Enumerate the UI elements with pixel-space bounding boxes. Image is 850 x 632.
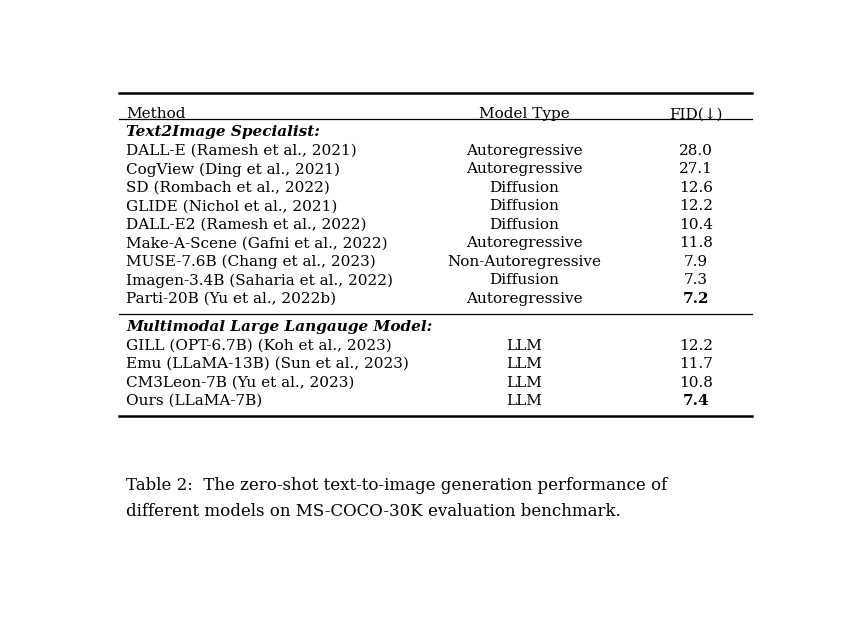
Text: 12.2: 12.2 xyxy=(679,200,713,214)
Text: 7.2: 7.2 xyxy=(683,292,709,306)
Text: CM3Leon-7B (Yu et al., 2023): CM3Leon-7B (Yu et al., 2023) xyxy=(126,375,354,389)
Text: CogView (Ding et al., 2021): CogView (Ding et al., 2021) xyxy=(126,162,340,177)
Text: 7.9: 7.9 xyxy=(683,255,708,269)
Text: 10.8: 10.8 xyxy=(679,375,713,389)
Text: Diffusion: Diffusion xyxy=(490,181,559,195)
Text: Autoregressive: Autoregressive xyxy=(467,162,583,176)
Text: 27.1: 27.1 xyxy=(679,162,713,176)
Text: Diffusion: Diffusion xyxy=(490,200,559,214)
Text: 11.7: 11.7 xyxy=(679,357,713,371)
Text: Diffusion: Diffusion xyxy=(490,274,559,288)
Text: LLM: LLM xyxy=(507,375,542,389)
Text: DALL-E (Ramesh et al., 2021): DALL-E (Ramesh et al., 2021) xyxy=(126,144,357,158)
Text: Imagen-3.4B (Saharia et al., 2022): Imagen-3.4B (Saharia et al., 2022) xyxy=(126,274,393,288)
Text: GILL (OPT-6.7B) (Koh et al., 2023): GILL (OPT-6.7B) (Koh et al., 2023) xyxy=(126,339,392,353)
Text: 28.0: 28.0 xyxy=(679,144,713,158)
Text: 12.2: 12.2 xyxy=(679,339,713,353)
Text: Multimodal Large Langauge Model:: Multimodal Large Langauge Model: xyxy=(126,320,433,334)
Text: 7.4: 7.4 xyxy=(683,394,709,408)
Text: LLM: LLM xyxy=(507,394,542,408)
Text: Method: Method xyxy=(126,107,185,121)
Text: Non-Autoregressive: Non-Autoregressive xyxy=(448,255,602,269)
Text: Make-A-Scene (Gafni et al., 2022): Make-A-Scene (Gafni et al., 2022) xyxy=(126,236,388,250)
Text: 12.6: 12.6 xyxy=(679,181,713,195)
Text: FID(↓): FID(↓) xyxy=(669,107,722,121)
Text: Emu (LLaMA-13B) (Sun et al., 2023): Emu (LLaMA-13B) (Sun et al., 2023) xyxy=(126,357,409,371)
Text: Autoregressive: Autoregressive xyxy=(467,144,583,158)
Text: Autoregressive: Autoregressive xyxy=(467,236,583,250)
Text: Autoregressive: Autoregressive xyxy=(467,292,583,306)
Text: LLM: LLM xyxy=(507,357,542,371)
Text: Parti-20B (Yu et al., 2022b): Parti-20B (Yu et al., 2022b) xyxy=(126,292,336,306)
Text: LLM: LLM xyxy=(507,339,542,353)
Text: MUSE-7.6B (Chang et al., 2023): MUSE-7.6B (Chang et al., 2023) xyxy=(126,255,376,269)
Text: 11.8: 11.8 xyxy=(679,236,713,250)
Text: GLIDE (Nichol et al., 2021): GLIDE (Nichol et al., 2021) xyxy=(126,200,337,214)
Text: Table 2:  The zero-shot text-to-image generation performance of: Table 2: The zero-shot text-to-image gen… xyxy=(126,477,667,494)
Text: Model Type: Model Type xyxy=(479,107,570,121)
Text: 10.4: 10.4 xyxy=(679,218,713,232)
Text: DALL-E2 (Ramesh et al., 2022): DALL-E2 (Ramesh et al., 2022) xyxy=(126,218,366,232)
Text: Ours (LLaMA-7B): Ours (LLaMA-7B) xyxy=(126,394,263,408)
Text: Diffusion: Diffusion xyxy=(490,218,559,232)
Text: different models on MS-COCO-30K evaluation benchmark.: different models on MS-COCO-30K evaluati… xyxy=(126,502,620,520)
Text: Text2Image Specialist:: Text2Image Specialist: xyxy=(126,126,320,140)
Text: 7.3: 7.3 xyxy=(684,274,708,288)
Text: SD (Rombach et al., 2022): SD (Rombach et al., 2022) xyxy=(126,181,330,195)
